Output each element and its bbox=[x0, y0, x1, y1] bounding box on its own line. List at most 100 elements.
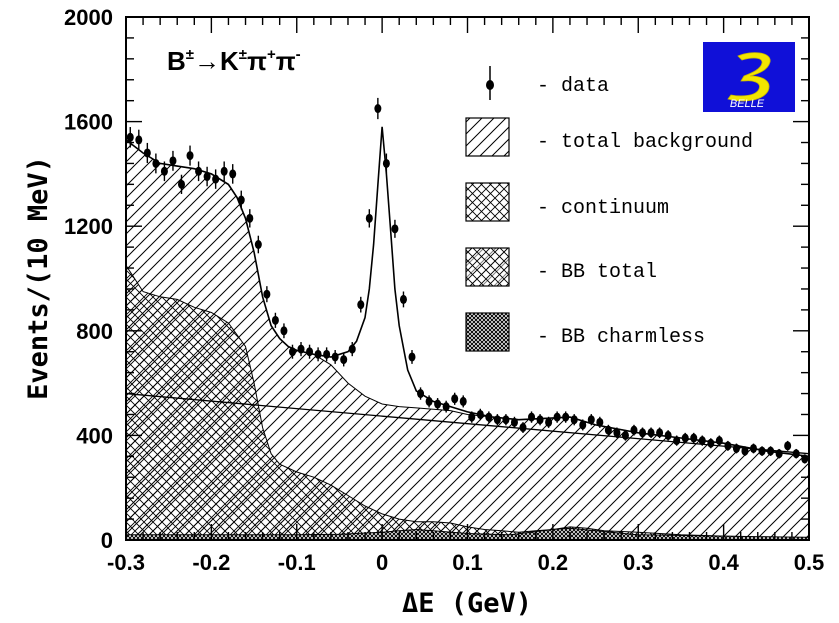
legend-swatch-total-background bbox=[465, 117, 510, 157]
x-tick-label: 0.3 bbox=[623, 550, 654, 575]
data-point bbox=[664, 430, 672, 441]
data-point bbox=[288, 344, 296, 359]
data-point bbox=[656, 427, 664, 439]
data-point bbox=[707, 438, 715, 449]
data-point bbox=[160, 161, 168, 182]
data-point bbox=[220, 161, 228, 182]
data-point bbox=[639, 427, 647, 439]
y-tick-label: 2000 bbox=[64, 5, 113, 30]
x-tick-label: -0.3 bbox=[107, 550, 145, 575]
data-point bbox=[758, 446, 766, 456]
legend-label-bb-charmless: - BB charmless bbox=[537, 326, 705, 349]
data-point bbox=[784, 440, 792, 451]
data-point bbox=[382, 153, 390, 174]
x-tick-label: -0.2 bbox=[192, 550, 230, 575]
data-point bbox=[724, 440, 732, 451]
data-point bbox=[212, 169, 220, 189]
data-point bbox=[348, 342, 356, 357]
data-point bbox=[186, 145, 194, 166]
chart-title: B±→K±π+π- bbox=[167, 46, 301, 76]
data-point bbox=[169, 150, 177, 171]
legend-label-bb-total: - BB total bbox=[537, 261, 657, 284]
data-point bbox=[459, 395, 467, 408]
data-point bbox=[519, 422, 527, 433]
data-point bbox=[229, 164, 237, 184]
data-point bbox=[698, 435, 706, 446]
data-point bbox=[374, 97, 382, 120]
data-point bbox=[536, 414, 544, 426]
data-point bbox=[502, 414, 510, 426]
data-point bbox=[314, 347, 322, 362]
data-point bbox=[579, 419, 587, 431]
y-tick-label: 0 bbox=[101, 528, 113, 553]
data-point bbox=[767, 446, 775, 456]
x-axis-title: ΔE (GeV) bbox=[402, 588, 532, 619]
y-tick-label: 1200 bbox=[64, 214, 113, 239]
continuum-line bbox=[126, 392, 809, 455]
data-point bbox=[673, 435, 681, 446]
data-point bbox=[408, 350, 416, 364]
data-point bbox=[177, 174, 185, 195]
data-point bbox=[425, 395, 433, 408]
data-point bbox=[271, 312, 279, 328]
data-point bbox=[323, 347, 331, 362]
data-points bbox=[126, 97, 809, 464]
data-point bbox=[280, 323, 288, 339]
legend-label-data: - data bbox=[537, 75, 609, 98]
data-point bbox=[545, 416, 553, 428]
data-point bbox=[237, 190, 245, 210]
data-point bbox=[570, 414, 578, 426]
data-point bbox=[297, 342, 305, 357]
x-tick-label: 0.5 bbox=[794, 550, 825, 575]
data-point bbox=[596, 416, 604, 428]
data-point bbox=[562, 411, 570, 423]
data-point bbox=[621, 430, 629, 441]
data-point bbox=[528, 411, 536, 423]
legend-label-total-background: - total background bbox=[537, 131, 753, 154]
data-point bbox=[417, 387, 425, 400]
data-point bbox=[246, 209, 254, 228]
data-point bbox=[143, 142, 151, 164]
axis-ticks bbox=[125, 16, 810, 541]
data-point bbox=[468, 411, 476, 423]
data-point bbox=[604, 424, 612, 436]
y-tick-label: 800 bbox=[76, 319, 113, 344]
data-point bbox=[365, 209, 373, 228]
data-point bbox=[715, 435, 723, 446]
data-point bbox=[587, 414, 595, 426]
data-point bbox=[254, 235, 262, 254]
data-point bbox=[647, 427, 655, 439]
legend-swatch-bb-total-overlay bbox=[466, 248, 509, 286]
data-point bbox=[340, 352, 348, 367]
data-point bbox=[553, 411, 561, 423]
data-point bbox=[493, 414, 501, 426]
y-tick-label: 1600 bbox=[64, 110, 113, 135]
data-point bbox=[690, 432, 698, 444]
legend: - data - total background - continuum - … bbox=[465, 66, 753, 352]
x-tick-label: 0.4 bbox=[708, 550, 739, 575]
legend-swatch-bb-charmless bbox=[465, 312, 510, 352]
data-point bbox=[750, 443, 758, 454]
data-point bbox=[263, 286, 271, 303]
data-point bbox=[775, 448, 783, 459]
y-tick-label: 400 bbox=[76, 423, 113, 448]
data-point bbox=[203, 166, 211, 187]
data-point bbox=[434, 398, 442, 410]
data-point bbox=[135, 129, 143, 151]
data-point bbox=[741, 446, 749, 456]
legend-data-marker bbox=[486, 66, 494, 100]
x-tick-label: 0.1 bbox=[452, 550, 483, 575]
data-point bbox=[613, 427, 621, 439]
x-tick-labels: -0.3 -0.2 -0.1 0 0.1 0.2 0.3 0.4 0.5 bbox=[107, 550, 824, 575]
data-point bbox=[732, 443, 740, 454]
belle-logo: BELLE bbox=[703, 42, 795, 112]
bb-total-area bbox=[126, 264, 809, 540]
data-point bbox=[476, 408, 484, 421]
data-point bbox=[630, 424, 638, 436]
data-point bbox=[399, 291, 407, 308]
data-point bbox=[681, 432, 689, 444]
legend-label-continuum: - continuum bbox=[537, 197, 669, 220]
data-point bbox=[792, 448, 800, 459]
data-point bbox=[451, 392, 459, 405]
